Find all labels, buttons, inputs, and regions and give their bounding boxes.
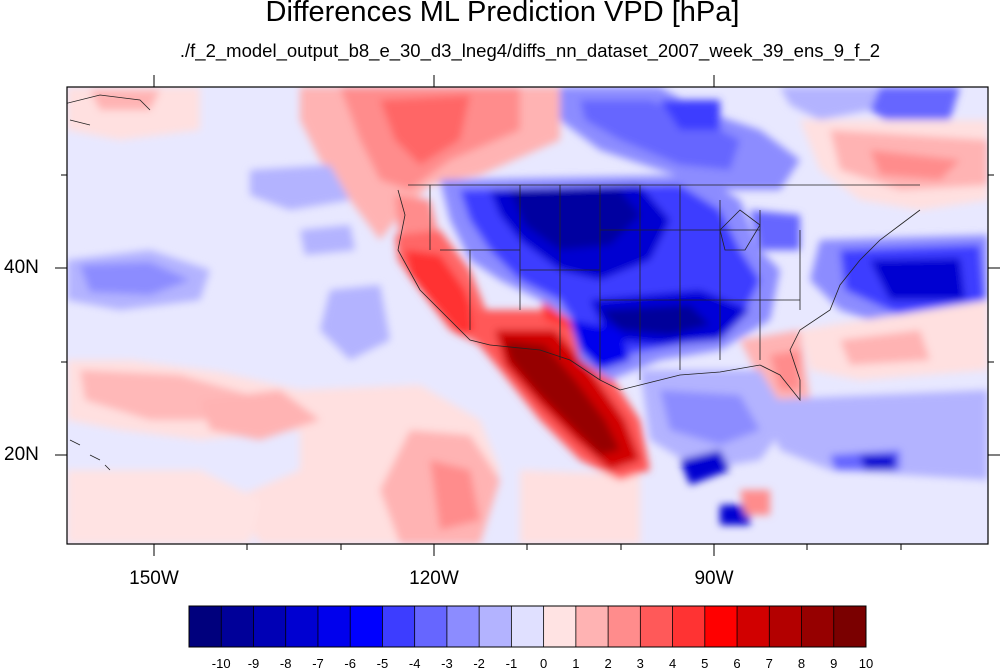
colorbar-tick-label: -8	[279, 656, 292, 671]
colorbar-tick-label: 7	[765, 656, 773, 671]
colorbar-tick-label: -4	[408, 656, 421, 671]
colorbar-swatch	[285, 606, 319, 647]
colorbar-swatch	[317, 606, 351, 647]
colorbar-tick-label: -9	[247, 656, 260, 671]
plot-subtitle: ./f_2_model_output_b8_e_30_d3_lneg4/diff…	[179, 40, 881, 61]
colorbar-border	[188, 605, 867, 648]
colorbar-tick-label: 9	[830, 656, 838, 671]
colorbar-swatch	[575, 606, 609, 647]
map-ticks	[55, 75, 1000, 556]
colorbar-tick-label: -3	[441, 656, 453, 671]
colorbar-swatch	[446, 606, 480, 647]
colorbar-swatch	[737, 606, 770, 647]
colorbar-tick-label: 3	[636, 656, 644, 671]
colorbar-swatch	[189, 606, 222, 647]
colorbar-swatch	[608, 606, 641, 647]
lon-label-120w: 120W	[409, 568, 459, 589]
colorbar-swatch	[221, 606, 254, 647]
colorbar-tick-label: -1	[505, 656, 518, 671]
colorbar-swatch	[704, 606, 738, 647]
lat-label-20n: 20N	[4, 444, 39, 465]
colorbar-tick-label: 1	[572, 656, 580, 671]
colorbar-tick-label: 10	[858, 656, 874, 671]
colorbar	[188, 605, 867, 648]
colorbar-swatch	[801, 606, 835, 647]
colorbar-tick-label: 4	[668, 656, 677, 671]
colorbar-swatch	[253, 606, 287, 647]
colorbar-swatch	[672, 606, 706, 647]
colorbar-tick-label: -2	[473, 656, 485, 671]
colorbar-tick-label: 5	[701, 656, 709, 671]
colorbar-swatch	[543, 606, 577, 647]
lon-label-90w: 90W	[694, 568, 734, 589]
colorbar-swatch	[769, 606, 803, 647]
colorbar-tick-label: -7	[312, 656, 324, 671]
map-panel	[67, 87, 988, 544]
lat-label-40n: 40N	[4, 257, 39, 278]
lon-label-150w: 150W	[129, 568, 179, 589]
colorbar-tick-label: -10	[211, 656, 231, 671]
colorbar-tick-label: 8	[797, 656, 806, 671]
colorbar-tick-label: 0	[539, 656, 548, 671]
colorbar-tick-label: 2	[604, 656, 612, 671]
colorbar-swatch	[382, 606, 416, 647]
plot-title: Differences ML Prediction VPD [hPa]	[265, 0, 740, 28]
colorbar-tick-label: 6	[733, 656, 741, 671]
colorbar-swatch	[833, 606, 867, 647]
colorbar-swatch	[640, 606, 674, 647]
colorbar-swatch	[511, 606, 545, 647]
colorbar-tick-label: -6	[344, 656, 356, 671]
colorbar-swatch	[350, 606, 383, 647]
anomaly-field	[67, 87, 988, 544]
colorbar-swatch	[479, 606, 512, 647]
colorbar-tick-label: -5	[376, 656, 389, 671]
boundary-lines	[67, 94, 921, 471]
colorbar-swatch	[414, 606, 448, 647]
